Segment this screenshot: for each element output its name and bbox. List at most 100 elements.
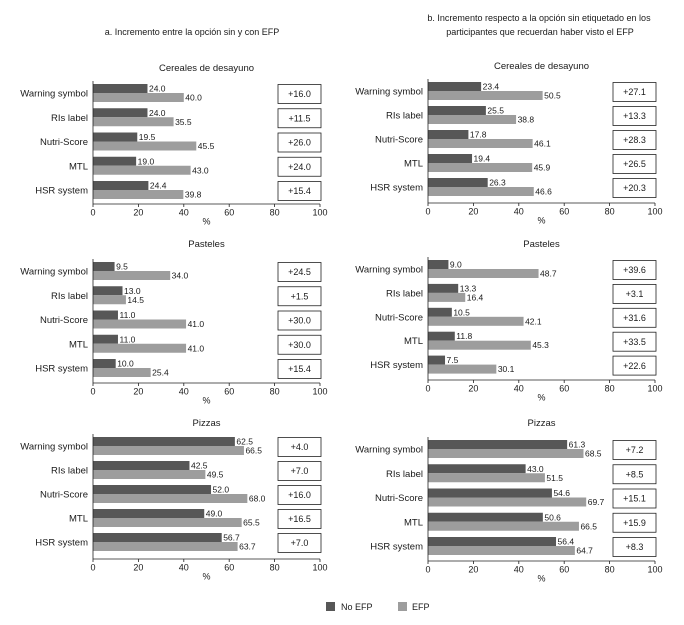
value-label-no-efp: 61.3 [569, 440, 586, 450]
x-axis-label: % [202, 572, 210, 582]
chart-panel: Pasteles 9.5 34.0 Warning symbol +24.5 13.014… [20, 239, 327, 406]
increment-box [277, 509, 322, 529]
increment-label: +39.6 [623, 265, 646, 275]
value-label-efp: 25.4 [152, 368, 169, 378]
x-tick-label: 80 [605, 207, 615, 217]
bar-efp [428, 449, 584, 458]
bar-no-efp [428, 260, 449, 269]
bar-efp [93, 319, 187, 329]
x-tick-label: 20 [468, 384, 478, 394]
category-label: RIs label [386, 288, 423, 299]
value-label-efp: 68.5 [585, 449, 602, 459]
bar-no-efp [93, 334, 118, 344]
category-label: HSR system [35, 364, 88, 375]
bar-no-efp [428, 355, 446, 365]
bar-efp [428, 139, 533, 148]
bar-no-efp [93, 461, 190, 470]
bar-efp [428, 292, 466, 302]
x-tick-label: 80 [605, 384, 615, 394]
value-label-no-efp: 56.4 [558, 537, 575, 547]
x-tick-label: 80 [270, 208, 280, 218]
value-label-efp: 42.1 [525, 316, 542, 326]
value-label-efp: 66.5 [245, 446, 262, 456]
bar-no-efp [428, 512, 543, 522]
value-label-no-efp: 24.0 [149, 108, 166, 118]
value-label-no-efp: 17.8 [470, 130, 487, 140]
value-label-no-efp: 50.6 [544, 512, 561, 522]
category-label: RIs label [51, 291, 88, 302]
value-label-efp: 65.5 [243, 518, 260, 528]
bar-no-efp [428, 130, 469, 139]
x-tick-label: 60 [224, 563, 234, 573]
legend-swatch-efp [398, 602, 407, 611]
x-tick-label: 60 [224, 387, 234, 397]
bar-efp [93, 93, 184, 102]
value-label-efp: 69.7 [588, 497, 605, 507]
value-label-no-efp: 24.0 [149, 84, 166, 94]
increment-label: +26.5 [623, 159, 646, 169]
x-tick-label: 60 [559, 565, 569, 575]
increment-label: +13.3 [623, 111, 646, 121]
value-label-no-efp: 11.0 [119, 310, 135, 320]
x-tick-label: 40 [179, 208, 189, 218]
x-tick-label: 60 [224, 208, 234, 218]
bar-no-efp [428, 440, 568, 449]
increment-box [612, 106, 657, 126]
category-label: Warning symbol [20, 89, 88, 100]
panel-title: Pasteles [188, 239, 225, 250]
bar-no-efp [428, 488, 552, 498]
increment-box [612, 355, 657, 376]
increment-label: +28.3 [623, 135, 646, 145]
category-label: RIs label [386, 469, 423, 480]
x-tick-label: 100 [647, 384, 662, 394]
value-label-efp: 38.8 [518, 115, 535, 125]
bar-efp [93, 446, 244, 455]
bar-efp [428, 115, 517, 124]
column-header-b: b. Incremento respecto a la opción sin e… [427, 13, 651, 37]
x-tick-label: 60 [559, 207, 569, 217]
increment-label: +3.1 [626, 289, 644, 299]
increment-label: +20.3 [623, 183, 646, 193]
bar-no-efp [428, 283, 459, 293]
value-label-no-efp: 56.7 [223, 533, 240, 543]
increment-box [277, 461, 322, 481]
value-label-efp: 63.7 [239, 542, 256, 552]
increment-box [612, 260, 657, 280]
bar-no-efp [93, 156, 137, 166]
increment-box [277, 437, 322, 457]
x-tick-label: 40 [514, 565, 524, 575]
bar-no-efp [93, 286, 123, 296]
increment-label: +8.5 [626, 469, 644, 479]
bar-no-efp [93, 437, 235, 446]
bar-no-efp [93, 132, 138, 142]
increment-box [277, 533, 322, 553]
category-label: Nutri-Score [375, 135, 423, 146]
x-tick-label: 20 [133, 208, 143, 218]
increment-box [277, 334, 322, 355]
increment-box [277, 84, 322, 104]
increment-label: +15.1 [623, 494, 646, 504]
value-label-no-efp: 23.4 [483, 82, 500, 92]
x-tick-label: 0 [425, 384, 430, 394]
category-label: Nutri-Score [40, 137, 88, 148]
increment-label: +8.3 [626, 542, 644, 552]
bar-efp [428, 187, 534, 196]
bar-no-efp [93, 509, 205, 518]
category-label: Warning symbol [20, 267, 88, 278]
increment-label: +7.0 [291, 538, 309, 548]
value-label-efp: 49.5 [207, 470, 224, 480]
value-label-efp: 66.5 [580, 521, 597, 531]
value-label-efp: 46.6 [535, 187, 552, 197]
bar-no-efp [428, 464, 526, 474]
x-tick-label: 40 [514, 207, 524, 217]
increment-box [612, 130, 657, 150]
category-label: MTL [69, 161, 88, 172]
value-label-efp: 40.0 [185, 93, 202, 103]
bar-no-efp [428, 106, 486, 115]
value-label-no-efp: 26.3 [489, 178, 506, 188]
bar-efp [93, 518, 242, 527]
bar-efp [93, 368, 151, 377]
x-axis-label: % [537, 574, 545, 584]
increment-box [277, 181, 322, 201]
value-label-no-efp: 11.0 [119, 334, 135, 344]
